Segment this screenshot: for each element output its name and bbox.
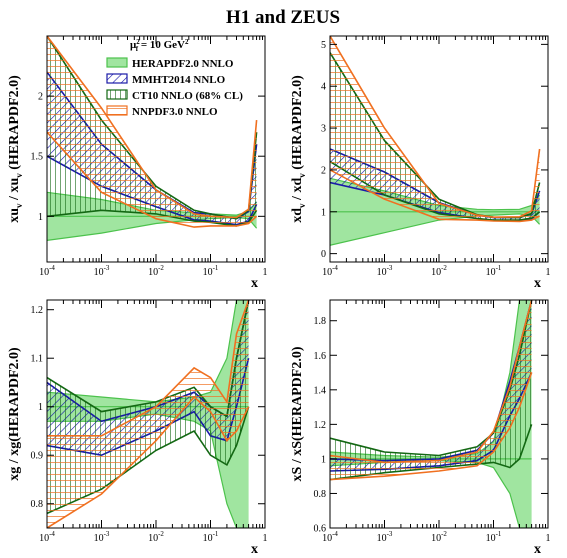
x-tick-label: 10-2 <box>431 264 447 278</box>
upper-edge-nnpdf <box>47 36 258 219</box>
x-tick-label: 1 <box>546 533 551 544</box>
band-ct10 <box>330 300 532 480</box>
x-axis-label: x <box>534 276 541 291</box>
y-tick-label: 1.8 <box>314 316 327 327</box>
lower-edge-nnpdf <box>330 169 540 223</box>
y-tick-label: 0.8 <box>31 499 44 510</box>
x-tick-label: 1 <box>546 267 551 278</box>
y-tick-label: 1.5 <box>31 152 44 163</box>
legend: μ2 f = 10 GeV2 HERAPDF2.0 NNLO MMHT2014 NN… <box>106 38 243 118</box>
plot-area <box>330 300 533 528</box>
band-nnpdf <box>47 300 249 528</box>
legend-entry-ct10: CT10 NNLO (68% CL) <box>106 89 243 102</box>
y-tick-label: 1.6 <box>314 351 327 362</box>
legend-entry-hera: HERAPDF2.0 NNLO <box>106 57 234 70</box>
y-tick-label: 5 <box>321 40 326 51</box>
y-tick-label: 1.2 <box>314 420 327 431</box>
y-tick-label: 0.6 <box>314 524 327 535</box>
y-tick-label: 1 <box>38 402 43 413</box>
figure-title: H1 and ZEUS <box>226 7 340 28</box>
x-tick-label: 10-3 <box>94 264 110 278</box>
y-tick-label: 1.4 <box>314 385 327 396</box>
band-nnpdf <box>330 300 532 480</box>
upper-edge-nnpdf <box>47 300 250 437</box>
x-tick-label: 10-1 <box>203 264 219 278</box>
legend-swatch <box>106 89 128 100</box>
y-tick-label: 1 <box>38 212 43 223</box>
y-tick-label: 3 <box>321 124 326 135</box>
y-tick-label: 2 <box>38 92 43 103</box>
x-tick-label: 10-1 <box>486 264 502 278</box>
x-tick-label: 10-4 <box>39 264 55 278</box>
legend-entry-mmht: MMHT2014 NNLO <box>106 73 226 86</box>
plot-area <box>330 36 541 246</box>
y-tick-label: 1.1 <box>31 354 44 365</box>
upper-edge-nnpdf <box>330 300 533 464</box>
y-axis-label: xS / xS(HERAPDF2.0) <box>290 346 305 481</box>
x-tick-label: 1 <box>263 267 268 278</box>
legend-label: MMHT2014 NNLO <box>132 74 226 86</box>
x-axis-label: x <box>251 276 258 291</box>
legend-label: CT10 NNLO (68% CL) <box>132 90 243 102</box>
x-axis-label: x <box>251 542 258 557</box>
x-tick-label: 10-1 <box>203 530 219 544</box>
y-tick-label: 4 <box>321 82 326 93</box>
y-axis-label: xuv / xuv (HERAPDF2.0) <box>7 75 24 223</box>
lower-edge-nnpdf <box>47 395 250 528</box>
legend-entry-nnpdf: NNPDF3.0 NNLO <box>106 105 218 118</box>
y-axis-label: xg / xg(HERAPDF2.0) <box>7 347 22 481</box>
y-tick-label: 0.8 <box>314 489 327 500</box>
x-tick-label: 10-4 <box>322 530 338 544</box>
y-tick-label: 1 <box>321 207 326 218</box>
y-tick-label: 0 <box>321 249 326 260</box>
x-tick-label: 10-3 <box>377 264 393 278</box>
y-tick-label: 1.2 <box>31 305 44 316</box>
x-tick-label: 1 <box>263 533 268 544</box>
y-tick-label: 2 <box>321 165 326 176</box>
legend-label: NNPDF3.0 NNLO <box>132 106 218 118</box>
legend-label: HERAPDF2.0 NNLO <box>132 58 234 70</box>
y-axis-label: xdv / xdv (HERAPDF2.0) <box>290 75 307 223</box>
x-axis-label: x <box>534 542 541 557</box>
plot-area <box>47 36 258 241</box>
x-tick-label: 10-1 <box>486 530 502 544</box>
x-tick-label: 10-2 <box>148 264 164 278</box>
lower-edge-nnpdf <box>330 372 533 481</box>
y-tick-label: 1 <box>321 454 326 465</box>
legend-swatch <box>106 73 128 84</box>
x-tick-label: 10-3 <box>94 530 110 544</box>
x-tick-label: 10-4 <box>39 530 55 544</box>
y-tick-label: 0.9 <box>31 451 44 462</box>
x-tick-label: 10-2 <box>148 530 164 544</box>
legend-swatch <box>106 57 128 68</box>
lower-edge-nnpdf <box>47 131 258 228</box>
band-nnpdf <box>47 36 257 228</box>
x-tick-label: 10-2 <box>431 530 447 544</box>
legend-swatch <box>106 105 128 116</box>
chart-panel-3: 0.60.811.21.41.61.810-4 10-3 10-2 10-1 1xxS … <box>290 299 551 557</box>
upper-edge-nnpdf <box>330 36 541 219</box>
legend-scale: μ2 f = 10 GeV2 <box>130 38 189 53</box>
band-nnpdf <box>330 36 540 222</box>
plot-area <box>47 300 250 528</box>
x-tick-label: 10-4 <box>322 264 338 278</box>
x-tick-label: 10-3 <box>377 530 393 544</box>
